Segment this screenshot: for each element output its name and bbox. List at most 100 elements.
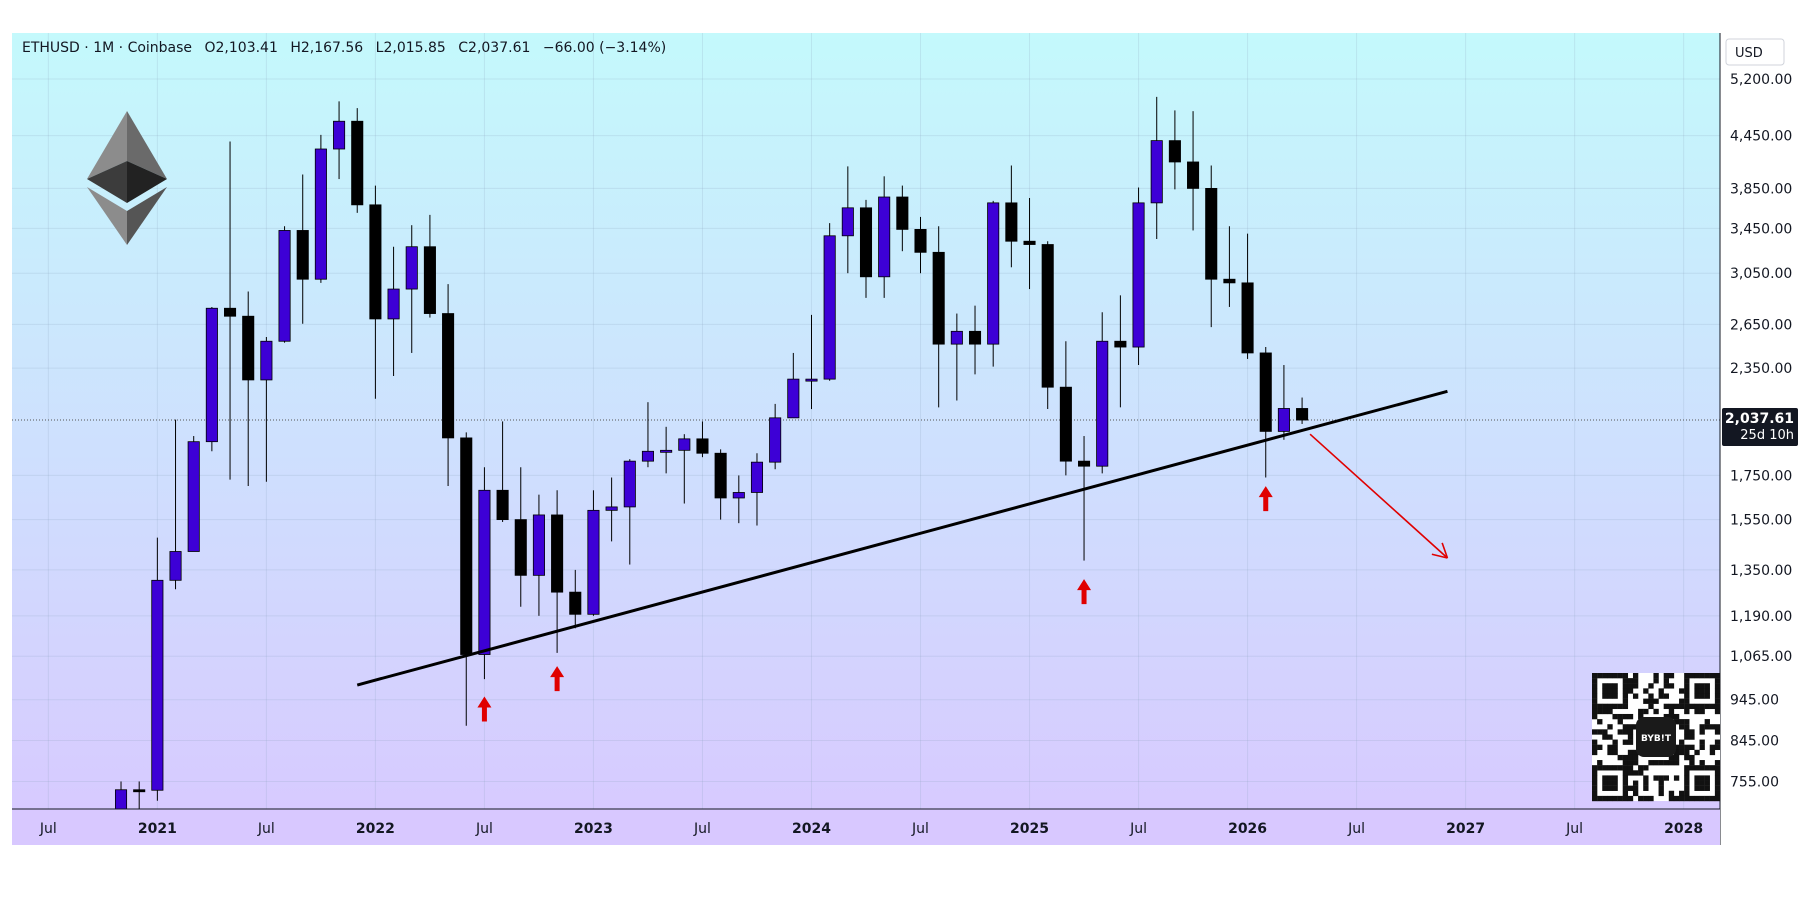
candle[interactable] xyxy=(878,176,891,298)
exchange-label: Coinbase xyxy=(128,40,192,56)
candle[interactable] xyxy=(442,284,455,486)
chart-legend-header: ETHUSD · 1M · Coinbase O2,103.41 H2,167.… xyxy=(22,40,666,56)
candle[interactable] xyxy=(950,313,963,401)
candle[interactable] xyxy=(333,101,346,180)
time-tick-label: 2025 xyxy=(1010,821,1049,837)
candle[interactable] xyxy=(914,216,927,274)
time-axis-ticks: Jul 2021 Jul 2022 Jul 2023 Jul 2024 Jul 2025 Jul 20… xyxy=(39,821,1703,837)
candle[interactable] xyxy=(151,537,164,801)
candle[interactable] xyxy=(623,459,636,565)
price-tick-label: 1,750.00 xyxy=(1730,468,1792,484)
time-tick-label: Jul xyxy=(911,821,929,837)
price-tick-label: 3,850.00 xyxy=(1730,181,1792,197)
ethereum-logo xyxy=(87,111,167,245)
candle[interactable] xyxy=(750,453,764,526)
projection-arrow[interactable] xyxy=(1309,433,1449,559)
chart-background xyxy=(12,33,1802,845)
up-arrow-marker[interactable] xyxy=(1077,579,1092,605)
up-arrow-marker[interactable] xyxy=(477,696,492,722)
price-tick-label: 1,065.00 xyxy=(1730,649,1792,665)
candle[interactable] xyxy=(1259,347,1272,478)
candle[interactable] xyxy=(351,108,364,213)
high-value: H2,167.56 xyxy=(290,40,363,56)
candle[interactable] xyxy=(224,141,237,480)
candle[interactable] xyxy=(478,467,491,680)
candle[interactable] xyxy=(841,166,854,274)
candle[interactable] xyxy=(805,314,818,410)
candle[interactable] xyxy=(514,467,527,607)
candle[interactable] xyxy=(187,436,200,552)
candle[interactable] xyxy=(387,246,400,376)
candle[interactable] xyxy=(1168,110,1181,190)
candle[interactable] xyxy=(732,475,745,524)
current-price-value: 2,037.61 xyxy=(1725,411,1794,427)
candle[interactable] xyxy=(587,490,600,616)
candle[interactable] xyxy=(1205,165,1218,328)
up-arrow-marker[interactable] xyxy=(550,666,565,692)
time-tick-label: 2028 xyxy=(1664,821,1703,837)
candle[interactable] xyxy=(1277,365,1290,440)
chart-container[interactable]: ETHUSD · 1M · Coinbase O2,103.41 H2,167.… xyxy=(12,33,1802,845)
candle[interactable] xyxy=(1114,295,1127,408)
candle[interactable] xyxy=(1078,436,1091,561)
candle[interactable] xyxy=(1041,241,1054,410)
price-tick-label: 3,050.00 xyxy=(1730,266,1792,282)
candle[interactable] xyxy=(1132,187,1145,366)
candle[interactable] xyxy=(769,403,782,470)
time-tick-label: Jul xyxy=(257,821,275,837)
candle[interactable] xyxy=(787,352,800,419)
change-value: −66.00 (−3.14%) xyxy=(543,40,666,56)
candle[interactable] xyxy=(296,174,309,324)
qr-code[interactable]: BYB!T xyxy=(1592,673,1721,802)
candle[interactable] xyxy=(205,306,218,452)
candle[interactable] xyxy=(1241,233,1254,359)
candle[interactable] xyxy=(369,185,382,399)
candle[interactable] xyxy=(968,305,982,375)
candle[interactable] xyxy=(714,449,727,520)
candle[interactable] xyxy=(278,226,291,343)
drawings[interactable] xyxy=(356,389,1449,722)
price-tick-label: 5,200.00 xyxy=(1730,72,1792,88)
candle[interactable] xyxy=(169,419,182,590)
candle[interactable] xyxy=(242,291,255,486)
candle[interactable] xyxy=(678,434,691,504)
support-trendline[interactable] xyxy=(356,389,1448,687)
candles[interactable] xyxy=(114,96,1309,810)
candle[interactable] xyxy=(823,223,836,381)
interval-label: 1M xyxy=(93,40,114,56)
candle[interactable] xyxy=(1096,312,1109,474)
candle[interactable] xyxy=(496,421,509,522)
price-tick-label: 2,350.00 xyxy=(1730,361,1792,377)
candle[interactable] xyxy=(605,477,618,542)
candle[interactable] xyxy=(260,336,273,482)
currency-button[interactable] xyxy=(1725,38,1785,66)
candle[interactable] xyxy=(1005,165,1018,268)
price-tick-label: 1,190.00 xyxy=(1730,609,1792,625)
time-axis[interactable] xyxy=(12,809,1720,845)
candle[interactable] xyxy=(314,134,327,283)
candle[interactable] xyxy=(1059,341,1072,476)
candle[interactable] xyxy=(696,421,709,458)
candle[interactable] xyxy=(932,226,945,408)
time-tick-label: 2027 xyxy=(1446,821,1485,837)
candle[interactable] xyxy=(423,214,436,318)
candle[interactable] xyxy=(133,781,146,809)
candle[interactable] xyxy=(1296,397,1309,424)
price-tick-label: 755.00 xyxy=(1730,774,1779,790)
candle[interactable] xyxy=(1223,226,1236,307)
up-arrow-marker[interactable] xyxy=(1258,486,1273,512)
candle[interactable] xyxy=(1150,96,1163,240)
candle[interactable] xyxy=(1023,197,1036,290)
candle[interactable] xyxy=(1187,111,1200,231)
price-tick-label: 1,550.00 xyxy=(1730,513,1792,529)
candle[interactable] xyxy=(660,426,673,474)
candle[interactable] xyxy=(859,199,873,298)
candle[interactable] xyxy=(532,494,545,616)
candle[interactable] xyxy=(896,185,909,252)
currency-label: USD xyxy=(1735,46,1763,61)
candle[interactable] xyxy=(641,402,654,468)
candle[interactable] xyxy=(551,490,564,653)
candle[interactable] xyxy=(987,200,1000,367)
candle[interactable] xyxy=(405,225,418,353)
candle[interactable] xyxy=(569,569,582,629)
